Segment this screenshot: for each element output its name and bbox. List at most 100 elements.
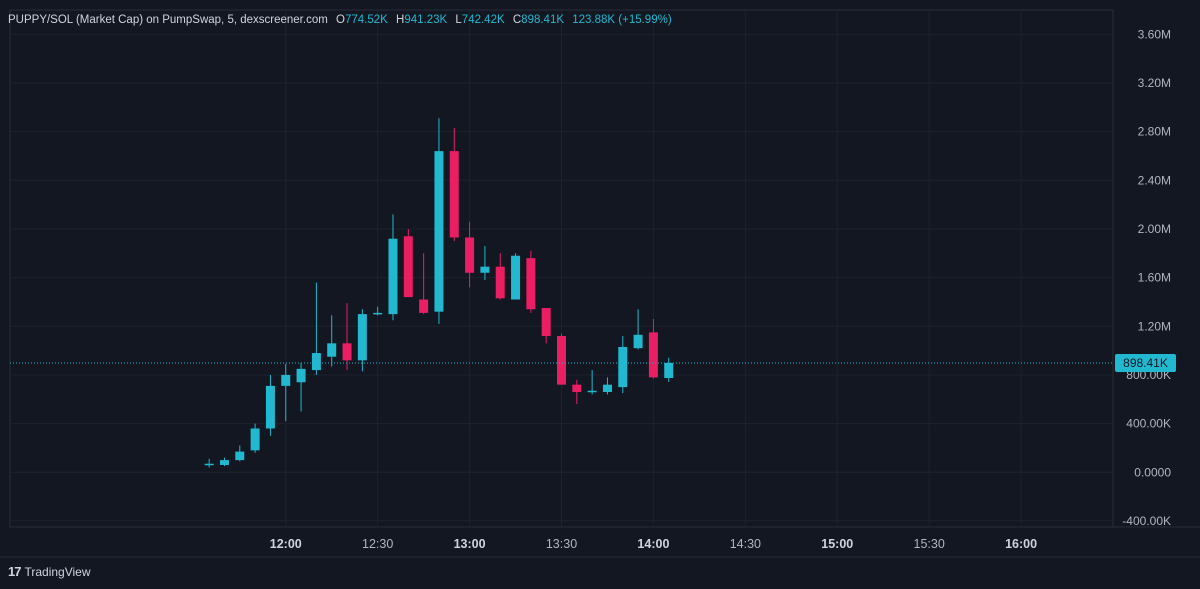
candle-body [419,299,429,313]
close-label: C [512,14,522,26]
candle-down[interactable] [541,308,551,344]
time-tick-label: 15:30 [914,537,945,551]
candle-body [633,334,643,349]
candle-up[interactable] [388,214,398,321]
candle-body [495,266,505,299]
candle-body [281,374,291,386]
candle-body [449,151,459,238]
last-price-marker: 898.41K [10,353,1176,372]
high-value: 941.23K [404,14,448,26]
candle-down[interactable] [449,127,459,242]
price-tick-label: 3.20M [1138,76,1171,90]
last-price-label: 898.41K [1123,356,1168,370]
low-label: L [455,14,462,26]
candle-up[interactable] [664,357,674,382]
time-tick-label: 12:00 [270,537,302,551]
candle-down[interactable] [495,253,505,300]
time-tick-label: 13:00 [454,537,486,551]
candle-body [434,151,444,312]
candle-body [342,343,352,361]
candle-body [311,353,321,371]
candle-body [250,428,260,451]
tradingview-logo-icon: 17 [8,564,22,579]
candle-up[interactable] [587,370,597,395]
candle-body [296,368,306,383]
candle-body [648,332,658,378]
candle-down[interactable] [465,221,475,288]
candle-body [204,463,214,466]
tradingview-branding[interactable]: 17 TradingView [8,564,91,579]
candle-body [602,384,612,392]
candle-up[interactable] [373,306,383,316]
candle-up[interactable] [327,315,337,367]
candle-up[interactable] [204,458,214,468]
grid-lines [10,10,1113,527]
price-tick-label: 1.20M [1138,319,1171,333]
price-tick-label: 2.00M [1138,222,1171,236]
candle-body [664,362,674,379]
candle-body [572,384,582,392]
candle-body [403,236,413,298]
time-tick-label: 12:30 [362,537,393,551]
close-value: 898.41K [521,14,565,26]
price-tick-label: 1.60M [1138,271,1171,285]
candle-up[interactable] [281,363,291,422]
series-title: PUPPY/SOL (Market Cap) on PumpSwap, 5, d… [8,14,328,26]
candle-body [373,312,383,315]
candle-body [541,308,551,337]
change-value: 123.88K (+15.99%) [572,14,672,26]
candle-up[interactable] [311,282,321,375]
time-tick-label: 14:00 [637,537,669,551]
candle-body [480,266,490,273]
candle-down[interactable] [419,253,429,315]
tradingview-label: TradingView [24,564,91,579]
candle-up[interactable] [618,336,628,394]
time-tick-label: 16:00 [1005,537,1037,551]
candle-up[interactable] [357,309,367,372]
candle-up[interactable] [434,118,444,324]
candle-body [511,255,521,300]
candle-down[interactable] [342,303,352,371]
candle-up[interactable] [296,362,306,412]
candle-up[interactable] [219,457,229,467]
candle-down[interactable] [572,379,582,405]
candle-up[interactable] [480,245,490,281]
low-value: 742.42K [461,14,505,26]
candle-up[interactable] [602,377,612,395]
candle-up[interactable] [511,253,521,300]
open-label: O [336,14,345,26]
price-tick-label: 400.00K [1126,417,1171,431]
candle-body [465,237,475,273]
candle-body [587,390,597,393]
candle-up[interactable] [235,445,245,462]
candle-body [526,258,536,310]
candle-body [388,238,398,315]
last-price-tag [1115,353,1176,372]
price-tick-label: 3.60M [1138,27,1171,41]
candle-down[interactable] [403,228,413,298]
open-value: 774.52K [344,14,388,26]
candle-body [327,343,337,357]
price-tick-label: 2.40M [1138,173,1171,187]
candle-body [219,460,229,465]
candle-up[interactable] [633,309,643,350]
candle-up[interactable] [250,423,260,453]
candle-body [557,336,566,385]
high-label: H [396,14,405,26]
time-tick-label: 15:00 [821,537,853,551]
candle-up[interactable] [265,374,275,436]
time-axis: 12:00 12:30 13:00 13:30 14:00 14:30 15:00 15:30… [270,537,1037,551]
time-tick-label: 14:30 [730,537,761,551]
candle-body [235,451,245,461]
candle-down[interactable] [526,250,536,313]
candles [204,118,674,468]
price-tick-label: -400.00K [1122,514,1171,528]
candle-down[interactable] [557,333,566,385]
price-tick-label: 2.80M [1138,125,1171,139]
candle-body [357,314,367,361]
candle-down[interactable] [648,318,658,379]
time-tick-label: 13:30 [546,537,577,551]
series-legend: PUPPY/SOL (Market Cap) on PumpSwap, 5, d… [8,14,672,26]
candle-body [265,385,275,429]
